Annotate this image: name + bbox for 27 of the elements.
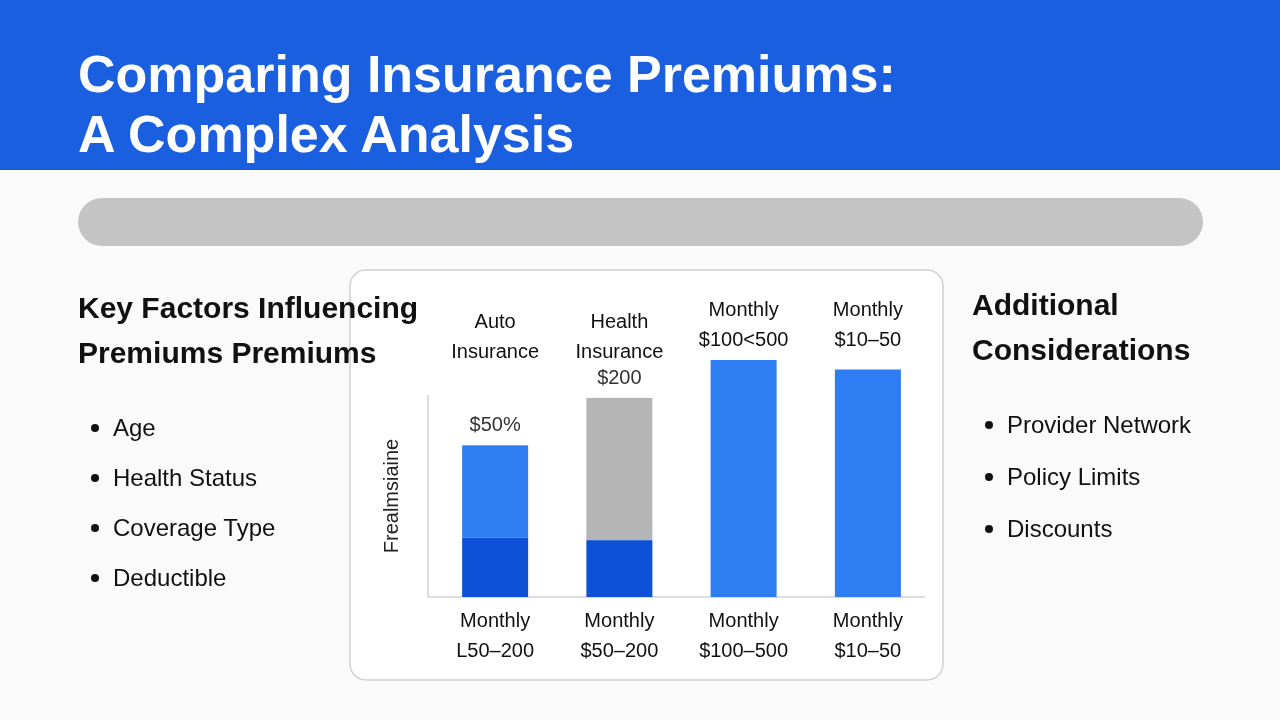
bar xyxy=(710,360,777,597)
x-tick-label: Monthly $10–50 xyxy=(832,609,903,661)
x-tick-label: Monthly $100–500 xyxy=(699,609,789,661)
bar xyxy=(462,537,529,597)
text: Health Status xyxy=(113,464,258,491)
x-tick-label: Monthly L50–200 xyxy=(456,609,535,661)
text: Provider Network xyxy=(1007,411,1193,438)
text: Policy Limits xyxy=(1007,463,1141,490)
annotation: $50% xyxy=(469,413,521,436)
bar xyxy=(462,445,529,538)
text: Key Factors Influencing Premiums Premiums xyxy=(78,291,419,369)
text: Discounts xyxy=(1007,515,1113,542)
chart-title: Comparing Insurance Premiums: A Complex Analysis xyxy=(78,45,896,163)
text: Age xyxy=(113,414,156,441)
bar xyxy=(586,397,653,541)
x-tick-label: Monthly $50–200 xyxy=(580,609,659,661)
annotation: Health Insurance xyxy=(575,310,664,362)
bar xyxy=(834,369,901,597)
bar xyxy=(586,540,653,597)
y-axis-title: Frealmsiaine xyxy=(380,438,402,554)
text: Monthly $10–50 xyxy=(832,298,903,350)
text: Coverage Type xyxy=(113,514,276,541)
text: Deductible xyxy=(113,564,227,591)
annotation: $200 xyxy=(597,365,642,388)
annotation: Auto Insurance xyxy=(451,310,540,362)
text: Monthly $100<500 xyxy=(698,298,789,350)
text: Additional Considerations xyxy=(972,288,1191,366)
